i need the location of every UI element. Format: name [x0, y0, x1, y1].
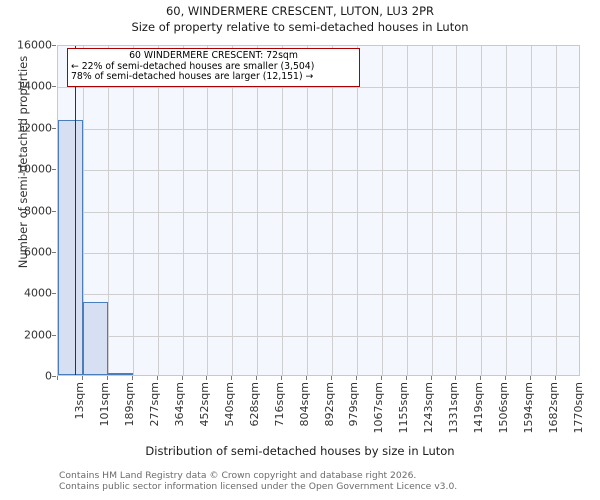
x-axis-tick-label: 1067sqm	[372, 382, 386, 434]
histogram-bar	[107, 372, 133, 375]
gridline-vertical	[556, 46, 558, 375]
x-axis-tick-label: 13sqm	[73, 382, 87, 420]
x-axis-tick-mark	[57, 376, 58, 380]
gridline-vertical	[257, 46, 259, 375]
gridline-vertical	[406, 46, 408, 375]
page-subtitle: Size of property relative to semi-detach…	[131, 20, 469, 34]
x-axis-tick-label: 716sqm	[272, 382, 286, 427]
annotation-callout: 60 WINDERMERE CRESCENT: 72sqm ← 22% of s…	[67, 48, 360, 87]
gridline-vertical	[207, 46, 209, 375]
x-axis-tick-label: 1594sqm	[521, 382, 535, 434]
x-axis-tick-label: 1682sqm	[546, 382, 560, 434]
y-axis-tick-mark	[52, 169, 56, 171]
x-axis-tick-mark	[231, 376, 233, 380]
x-axis-tick-mark	[430, 376, 432, 380]
footer-line-2: Contains public sector information licen…	[59, 481, 458, 492]
gridline-vertical	[232, 46, 234, 375]
gridline-horizontal	[58, 128, 579, 130]
histogram-bar	[58, 120, 83, 375]
x-axis-tick-mark	[505, 376, 507, 380]
x-axis-tick-mark	[355, 376, 357, 380]
annotation-line-1: 60 WINDERMERE CRESCENT: 72sqm	[129, 50, 298, 61]
property-marker-line	[74, 46, 77, 375]
gridline-horizontal	[58, 170, 579, 172]
footer-attribution: Contains HM Land Registry data © Crown c…	[59, 470, 599, 492]
gridline-horizontal	[58, 211, 579, 213]
gridline-vertical	[531, 46, 533, 375]
y-axis-tick-mark	[52, 210, 56, 212]
annotation-line-2: ← 22% of semi-detached houses are smalle…	[71, 60, 315, 72]
histogram-bar	[82, 301, 108, 375]
x-axis-tick-mark	[555, 376, 557, 380]
gridline-horizontal	[58, 252, 579, 254]
gridline-vertical	[331, 46, 333, 375]
x-axis-tick-label: 1155sqm	[397, 382, 411, 434]
gridline-vertical	[381, 46, 383, 375]
x-axis-tick-mark	[306, 376, 308, 380]
x-axis-tick-mark	[281, 376, 283, 380]
y-axis-tick-mark	[52, 376, 56, 377]
gridline-vertical	[307, 46, 309, 375]
gridline-vertical	[506, 46, 508, 375]
gridline-vertical	[282, 46, 284, 375]
x-axis-tick-label: 101sqm	[98, 382, 112, 427]
gridline-vertical	[456, 46, 458, 375]
y-axis-tick-mark	[52, 127, 56, 129]
x-axis-tick-label: 540sqm	[222, 382, 236, 427]
x-axis-tick-label: 1506sqm	[496, 382, 510, 434]
x-axis-tick-label: 628sqm	[247, 382, 261, 427]
x-axis-tick-label: 979sqm	[347, 382, 361, 427]
x-axis-tick-mark	[106, 376, 108, 380]
y-axis-tick-mark	[52, 251, 56, 253]
x-axis-tick-label: 892sqm	[322, 382, 336, 427]
x-axis-tick-mark	[530, 376, 532, 380]
y-axis-tick-label: 0	[45, 369, 52, 383]
x-axis-tick-label: 277sqm	[148, 382, 162, 427]
gridline-vertical	[82, 46, 84, 375]
annotation-line-3: 78% of semi-detached houses are larger (…	[71, 71, 314, 83]
gridline-vertical	[481, 46, 483, 375]
plot-area	[57, 45, 580, 376]
gridline-horizontal	[58, 294, 579, 296]
x-axis-tick-label: 1770sqm	[571, 382, 585, 434]
chart-title-block: 60, WINDERMERE CRESCENT, LUTON, LU3 2PR …	[0, 4, 600, 35]
x-axis-tick-mark	[181, 376, 183, 380]
x-axis-tick-mark	[256, 376, 258, 380]
x-axis-tick-mark	[206, 376, 208, 380]
gridline-vertical	[157, 46, 159, 375]
x-axis-tick-label: 1419sqm	[471, 382, 485, 434]
x-axis-tick-mark	[81, 376, 83, 380]
x-axis-tick-label: 804sqm	[297, 382, 311, 427]
x-axis-tick-mark	[405, 376, 407, 380]
gridline-horizontal	[58, 87, 579, 89]
gridline-vertical	[356, 46, 358, 375]
gridline-vertical	[107, 46, 109, 375]
x-axis-tick-mark	[380, 376, 382, 380]
y-axis-tick-mark	[52, 293, 56, 295]
page-title: 60, WINDERMERE CRESCENT, LUTON, LU3 2PR	[165, 4, 435, 18]
x-axis-tick-label: 364sqm	[173, 382, 187, 427]
y-axis-tick-mark	[52, 86, 56, 88]
gridline-vertical	[431, 46, 433, 375]
x-axis-tick-mark	[455, 376, 457, 380]
x-axis-tick-label: 1331sqm	[447, 382, 461, 434]
y-axis-tick-mark	[52, 334, 56, 336]
footer-line-1: Contains HM Land Registry data © Crown c…	[59, 470, 417, 481]
x-axis-tick-label: 1243sqm	[422, 382, 436, 434]
x-axis-tick-mark	[480, 376, 482, 380]
gridline-vertical	[132, 46, 134, 375]
x-axis-tick-mark	[131, 376, 133, 380]
x-axis-tick-mark	[330, 376, 332, 380]
x-axis-tick-label: 452sqm	[197, 382, 211, 427]
gridline-vertical	[182, 46, 184, 375]
x-axis-tick-mark	[156, 376, 158, 380]
gridline-horizontal	[58, 335, 579, 337]
y-axis-title: Number of semi-detached properties	[16, 55, 30, 269]
x-axis-title: Distribution of semi-detached houses by …	[145, 444, 455, 458]
y-axis-tick-mark	[52, 45, 56, 46]
x-axis-tick-label: 189sqm	[123, 382, 137, 427]
